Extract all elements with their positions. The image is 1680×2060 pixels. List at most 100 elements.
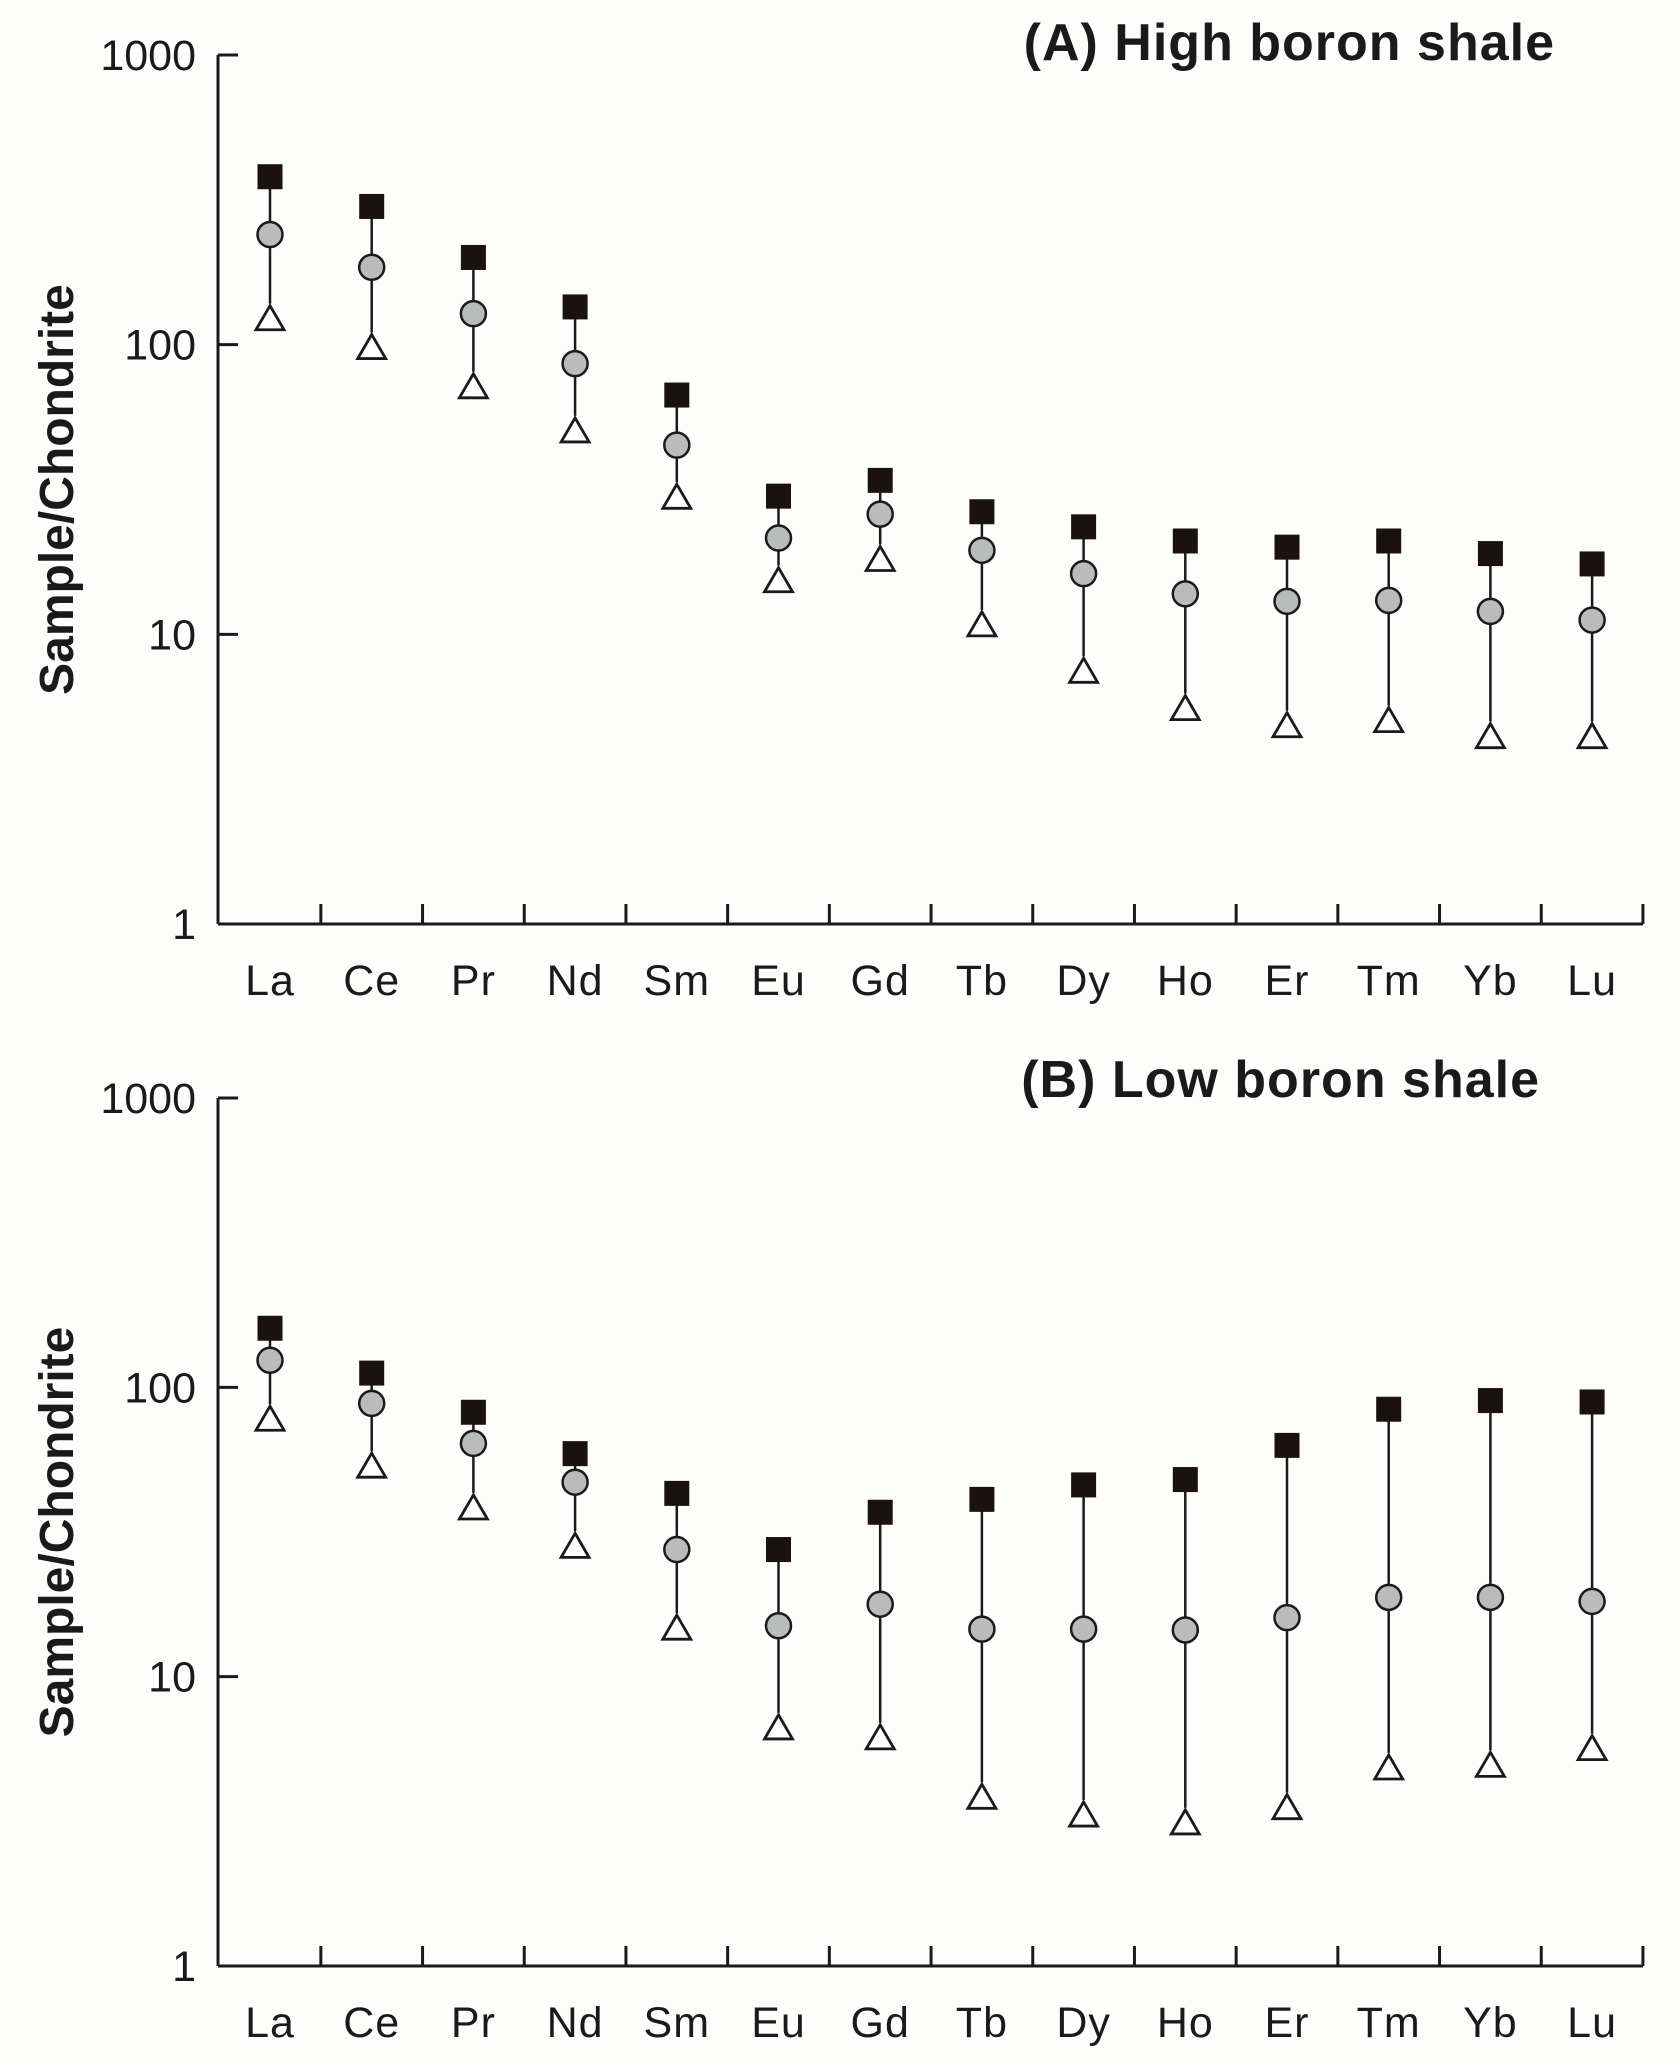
x-tick-label-la: La (245, 957, 295, 1005)
y-tick-label: 1000 (100, 32, 196, 80)
min-point-gd (863, 1721, 897, 1751)
y-axis-title: Sample/Chondrite (31, 1327, 84, 1738)
max-point-ho (1172, 528, 1198, 554)
mean-point-tb (968, 1615, 996, 1643)
mean-point-tm (1374, 586, 1403, 615)
mean-point-tb (968, 536, 996, 565)
min-point-yb (1473, 1749, 1507, 1778)
min-point-tm (1372, 1752, 1406, 1781)
y-axis-title: Sample/Chondrite (31, 284, 84, 695)
min-point-la (253, 1403, 287, 1432)
min-point-eu (762, 564, 795, 594)
max-point-yb (1477, 1388, 1503, 1414)
x-tick-label-sm: Sm (644, 1999, 711, 2047)
max-point-dy (1071, 514, 1097, 540)
mean-point-la (256, 220, 284, 249)
x-tick-label-ho: Ho (1157, 957, 1214, 1005)
x-tick-label-tm: Tm (1357, 1999, 1421, 2047)
y-tick-label: 10 (148, 1654, 196, 1702)
panel-a: 1 10 100 1000 La Ce Pr Nd Sm Eu Gd Tb Dy Ho Er Tm Yb Lu Sa… (31, 14, 1645, 1005)
max-point-tb (969, 1486, 995, 1512)
max-point-ce (359, 1360, 385, 1386)
max-point-gd (867, 467, 893, 493)
min-point-tm (1372, 704, 1406, 734)
max-point-la (257, 1315, 283, 1341)
max-point-ho (1172, 1467, 1198, 1493)
x-tick-label-ho: Ho (1157, 1999, 1214, 2047)
min-point-er (1270, 1791, 1304, 1821)
mean-point-lu (1578, 606, 1606, 634)
x-tick-label-er: Er (1265, 1999, 1310, 2047)
x-tick-label-la: La (245, 1999, 295, 2047)
mean-point-nd (561, 349, 589, 378)
panel-title: (A) High boron shale (1024, 14, 1555, 72)
max-point-la (257, 164, 283, 190)
x-tick-label-gd: Gd (851, 1999, 910, 2047)
x-tick-label-tb: Tb (956, 1999, 1008, 2047)
x-tick-label-pr: Pr (451, 1999, 496, 2047)
x-tick-label-nd: Nd (547, 1999, 604, 2047)
max-point-er (1274, 534, 1300, 560)
mean-point-ce (357, 253, 386, 282)
min-point-ce (355, 1450, 389, 1479)
mean-point-nd (561, 1468, 589, 1496)
min-point-er (1270, 709, 1304, 739)
max-point-gd (867, 1499, 893, 1525)
max-point-sm (664, 382, 690, 408)
max-point-ce (359, 193, 385, 219)
min-point-lu (1575, 1732, 1609, 1762)
x-tick-label-dy: Dy (1056, 957, 1111, 1005)
max-point-eu (766, 483, 791, 509)
min-point-dy (1067, 1799, 1101, 1828)
max-point-pr (460, 244, 486, 270)
x-tick-label-yb: Yb (1463, 957, 1518, 1005)
mean-point-la (256, 1346, 284, 1375)
min-point-sm (660, 481, 694, 510)
max-point-nd (562, 294, 588, 320)
max-point-yb (1477, 541, 1503, 567)
max-point-er (1274, 1432, 1300, 1458)
min-point-ce (355, 331, 389, 360)
y-tick-label: 1 (172, 1943, 196, 1991)
panel-b: 1 10 100 1000 La Ce Pr Nd Sm Eu Gd Tb Dy Ho Er Tm Yb Lu Sa… (31, 1051, 1645, 2047)
x-tick-label-tb: Tb (956, 957, 1008, 1005)
min-point-pr (456, 370, 490, 400)
x-tick-label-ce: Ce (343, 1999, 400, 2047)
y-tick-label: 100 (124, 322, 196, 370)
max-point-lu (1579, 551, 1605, 577)
mean-point-pr (459, 1429, 488, 1458)
mean-point-gd (866, 500, 894, 528)
x-tick-label-ce: Ce (343, 957, 400, 1005)
mean-point-yb (1476, 597, 1505, 626)
mean-point-er (1273, 1603, 1301, 1632)
x-tick-label-pr: Pr (451, 957, 496, 1005)
min-point-sm (660, 1612, 694, 1641)
mean-point-yb (1476, 1583, 1505, 1612)
mean-point-tm (1374, 1583, 1403, 1612)
min-point-nd (558, 1530, 592, 1559)
max-point-lu (1579, 1389, 1605, 1415)
x-tick-label-sm: Sm (644, 957, 711, 1005)
min-point-tb (965, 609, 999, 638)
x-tick-label-er: Er (1265, 957, 1310, 1005)
x-tick-label-yb: Yb (1463, 1999, 1518, 2047)
mean-point-pr (459, 299, 488, 328)
x-tick-label-gd: Gd (851, 957, 910, 1005)
mean-point-er (1273, 587, 1301, 616)
max-point-pr (460, 1399, 486, 1425)
x-tick-label-nd: Nd (547, 957, 604, 1005)
min-point-pr (456, 1492, 490, 1521)
x-tick-label-dy: Dy (1056, 1999, 1111, 2047)
mean-point-ho (1171, 1616, 1200, 1644)
mean-point-gd (866, 1590, 894, 1618)
max-point-tm (1376, 1396, 1402, 1422)
x-tick-label-lu: Lu (1567, 957, 1617, 1005)
y-tick-label: 1 (172, 901, 196, 949)
panel-title: (B) Low boron shale (1021, 1051, 1540, 1109)
max-point-tb (969, 499, 995, 525)
x-tick-label-tm: Tm (1357, 957, 1421, 1005)
mean-point-eu (764, 524, 793, 552)
max-point-dy (1071, 1472, 1097, 1498)
y-tick-label: 10 (148, 611, 196, 659)
